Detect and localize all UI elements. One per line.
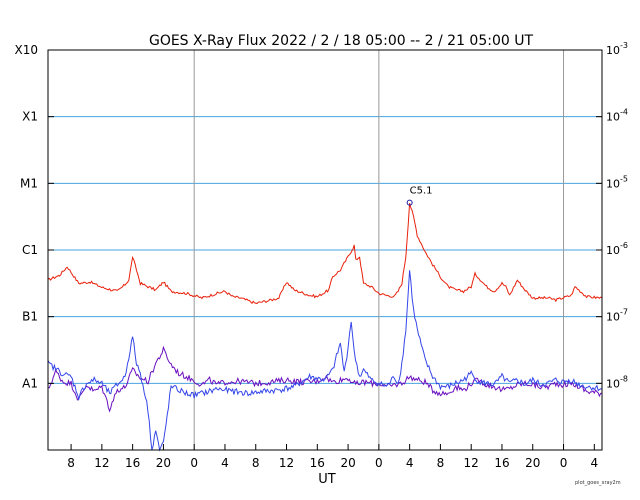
y-tick-exponent: -7 (620, 308, 628, 317)
y-tick-exponent: -5 (620, 174, 628, 183)
x-tick-label-5: 4 (221, 456, 229, 470)
flare-peak-label: C5.1 (410, 186, 433, 197)
x-axis-label: UT (318, 472, 336, 487)
x-tick-label-4: 0 (190, 456, 198, 470)
x-tick-label-8: 16 (310, 456, 325, 470)
series-layer (47, 203, 603, 452)
x-tick-label-12: 8 (437, 456, 445, 470)
y-tick-label-left-3: M1 (20, 176, 38, 190)
axis-layer: A1 B1 C1 M1 X1 X10 10-3 10-4 10-5 10-6 10-7 10-8 8 12… (15, 41, 628, 470)
y-tick-exponent: -6 (620, 241, 628, 250)
annotation-layer: C5.1 (406, 186, 433, 206)
x-tick-label-13: 12 (464, 456, 479, 470)
flux-series-line-2 (47, 270, 603, 452)
x-tick-label-15: 20 (525, 456, 540, 470)
x-tick-label-9: 20 (340, 456, 355, 470)
grid-layer (48, 50, 602, 450)
footer-label: plot_goes_xray2m (575, 480, 621, 486)
x-tick-label-0: 8 (67, 456, 75, 470)
x-tick-label-16: 0 (560, 456, 568, 470)
y-tick-label-left-0: A1 (22, 376, 38, 390)
y-tick-label-right-0: 10-3 (606, 41, 628, 57)
x-tick-label-6: 8 (252, 456, 260, 470)
x-tick-label-11: 4 (406, 456, 414, 470)
x-tick-label-14: 16 (494, 456, 509, 470)
y-tick-label-left-5: X10 (15, 43, 39, 57)
flux-series-line-0 (47, 203, 603, 305)
y-tick-label-right-3: 10-6 (606, 241, 628, 257)
x-tick-label-3: 20 (156, 456, 171, 470)
y-tick-label-right-4: 10-7 (606, 308, 628, 324)
flare-peak-marker (406, 199, 413, 206)
x-tick-label-7: 12 (279, 456, 294, 470)
x-tick-label-1: 12 (94, 456, 109, 470)
y-tick-label-right-5: 10-8 (606, 374, 628, 390)
y-tick-label-left-4: X1 (22, 110, 38, 124)
y-tick-exponent: -4 (620, 108, 628, 117)
y-tick-label-left-1: B1 (22, 310, 38, 324)
y-tick-exponent: -8 (620, 374, 628, 383)
x-tick-label-10: 0 (375, 456, 383, 470)
y-tick-label-right-2: 10-5 (606, 174, 628, 190)
y-tick-exponent: -3 (620, 41, 628, 50)
y-tick-label-left-2: C1 (22, 243, 38, 257)
chart-title: GOES X-Ray Flux 2022 / 2 / 18 05:00 -- 2… (149, 33, 533, 49)
x-tick-label-17: 4 (590, 456, 598, 470)
y-tick-label-right-1: 10-4 (606, 108, 628, 124)
x-tick-label-2: 16 (125, 456, 140, 470)
